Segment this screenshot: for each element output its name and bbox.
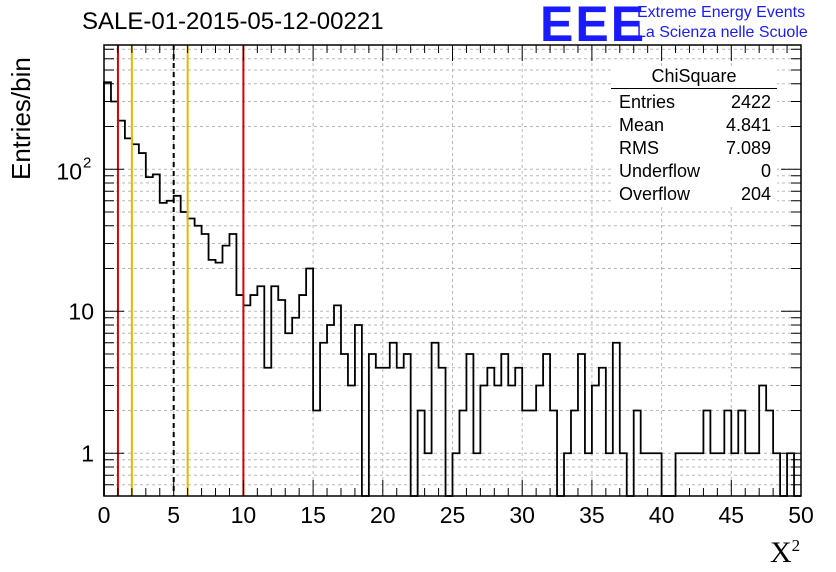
histogram-bin	[404, 354, 411, 496]
histogram-bin	[188, 219, 195, 496]
histogram-bin	[369, 354, 376, 496]
x-axis-label-superscript: 2	[791, 536, 801, 555]
histogram-bin	[153, 174, 160, 496]
stats-label: Entries	[619, 92, 676, 112]
histogram-bin	[306, 269, 313, 496]
stats-row-mean: Mean 4.841	[611, 114, 777, 137]
stats-value: 0	[760, 161, 771, 181]
x-tick-label: 50	[788, 502, 814, 528]
histogram-bin	[487, 368, 494, 496]
histogram-bin	[397, 368, 404, 496]
stats-value: 7.089	[725, 138, 771, 158]
x-tick-label: 10	[231, 502, 257, 528]
histogram-bin	[320, 343, 327, 496]
x-axis-label: X2	[770, 536, 800, 570]
stats-row-rms: RMS 7.089	[611, 137, 777, 160]
x-tick-labels: 0 5 10 15 20 25 30 35 40 45 50	[98, 502, 814, 528]
histogram-bin	[390, 343, 397, 496]
histogram-bin	[480, 386, 487, 496]
histogram-bin	[494, 386, 501, 496]
y-tick-label: 10	[68, 298, 94, 324]
x-tick-label: 35	[579, 502, 605, 528]
histogram-bin	[167, 201, 174, 496]
histogram-bin	[118, 121, 125, 496]
eee-logo: EEE	[540, 0, 647, 52]
x-tick-label: 45	[719, 502, 745, 528]
histogram-bin	[229, 234, 236, 496]
grid-lines	[104, 45, 801, 496]
stats-value: 2422	[730, 92, 771, 112]
stats-label: Overflow	[619, 184, 691, 204]
x-tick-label: 40	[649, 502, 675, 528]
histogram-bin	[195, 226, 202, 496]
histogram-bin	[543, 354, 550, 496]
stats-row-entries: Entries 2422	[611, 91, 777, 114]
stats-label: Underflow	[619, 161, 701, 181]
histogram-bin	[285, 333, 292, 496]
y-axis-label: Entries/bin	[6, 57, 36, 180]
histogram-bin	[759, 386, 766, 496]
histogram-bin	[216, 263, 223, 496]
x-axis-label-base: X	[770, 536, 792, 569]
stats-label: Mean	[619, 115, 665, 135]
reference-lines	[116, 45, 245, 496]
histogram-bin	[341, 354, 348, 496]
logo-line-2: La Scienza nelle Scuole	[637, 24, 808, 41]
x-tick-label: 25	[440, 502, 466, 528]
histogram-bin	[160, 203, 167, 496]
histogram-bin	[613, 343, 620, 496]
histogram-bin	[508, 386, 515, 496]
histogram-bin	[536, 386, 543, 496]
histogram-bin	[383, 368, 390, 496]
histogram-bin	[348, 386, 355, 496]
logo-line-1: Extreme Energy Events	[637, 4, 806, 21]
stats-value: 204	[740, 184, 771, 204]
histogram-bin	[515, 368, 522, 496]
stats-box: ChiSquare Entries 2422 Mean 4.841 RMS 7.…	[611, 66, 777, 206]
histogram-bin	[599, 368, 606, 496]
x-tick-label: 15	[300, 502, 326, 528]
axis-ticks	[103, 45, 802, 496]
x-tick-label: 5	[167, 502, 180, 528]
histogram-bin	[111, 102, 118, 496]
x-tick-label: 20	[370, 502, 396, 528]
y-tick-label: 1	[81, 440, 94, 466]
histogram-bin	[578, 354, 585, 496]
histogram-bin	[264, 368, 271, 496]
histogram-bin	[209, 260, 216, 496]
stats-row-overflow: Overflow 204	[611, 183, 777, 206]
histogram-bin	[146, 177, 153, 496]
histogram-bin	[292, 318, 299, 496]
histogram-bin	[202, 234, 209, 496]
y-tick-label-exponent: 2	[83, 154, 91, 171]
histogram-bin	[125, 138, 132, 496]
stats-row-underflow: Underflow 0	[611, 160, 777, 183]
stats-value: 4.841	[725, 115, 771, 135]
histogram-bin	[592, 386, 599, 496]
x-tick-label: 0	[98, 502, 111, 528]
histogram-bin	[501, 354, 508, 496]
y-tick-label: 10	[56, 158, 82, 184]
histogram-bin	[104, 82, 111, 496]
stats-title: ChiSquare	[611, 66, 777, 89]
histogram-bin	[174, 196, 181, 496]
x-tick-label: 30	[509, 502, 535, 528]
histogram-bin	[132, 144, 139, 496]
histogram-bin	[222, 246, 229, 496]
histogram-bin	[432, 343, 439, 496]
histogram-bin	[439, 368, 446, 496]
histogram-bin	[376, 368, 383, 496]
histogram-bin	[466, 354, 473, 496]
stats-label: RMS	[619, 138, 659, 158]
chart-title: SALE-01-2015-05-12-00221	[82, 8, 384, 35]
